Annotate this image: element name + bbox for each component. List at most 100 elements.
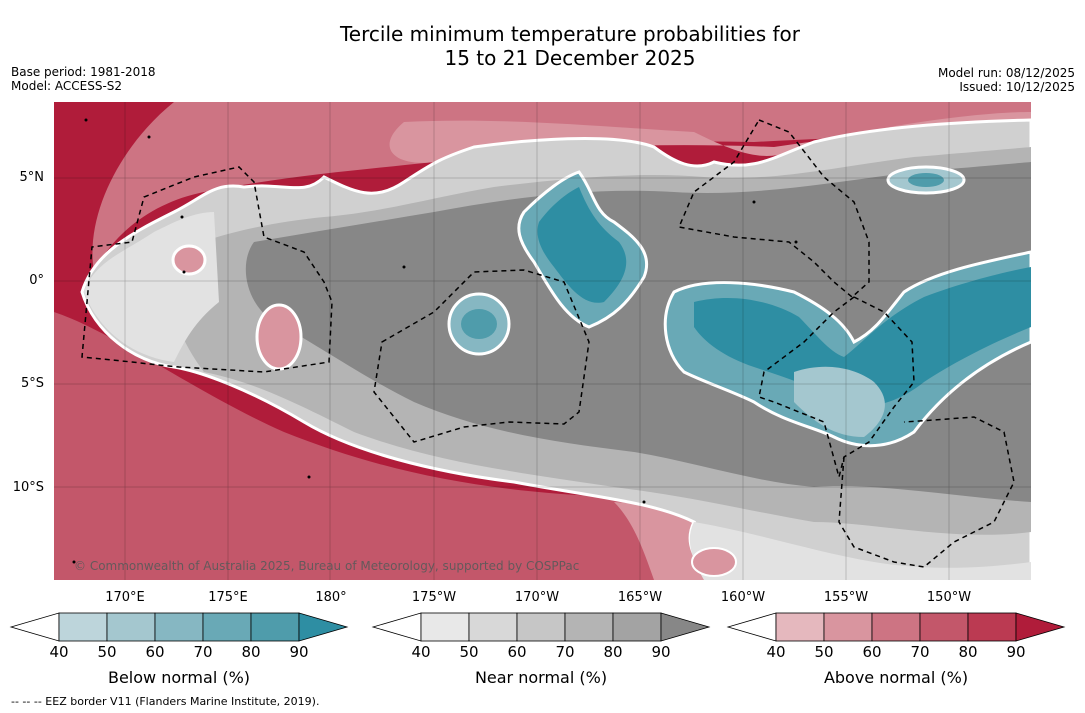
colorbar-segment — [468, 612, 518, 642]
below-normal-core-east — [694, 267, 1031, 406]
cb-above-tick: 40 — [766, 643, 786, 661]
above-normal-north-light — [389, 112, 1031, 163]
cb-near-tick: 80 — [603, 643, 623, 661]
colorbar-max-arrow — [298, 612, 349, 642]
cb-below-tick: 80 — [241, 643, 261, 661]
colorbar-segment — [612, 612, 662, 642]
colorbar-max-arrow — [1015, 612, 1066, 642]
cb-near-tick: 40 — [411, 643, 431, 661]
model-run: Model run: 08/12/2025 — [937, 66, 1075, 80]
eez-border-line-south — [758, 296, 915, 480]
base-period: Base period: 1981-2018 — [11, 65, 156, 79]
colorbar-segment — [106, 612, 156, 642]
cb-above-tick: 60 — [862, 643, 882, 661]
eez-border-line-north — [677, 119, 870, 298]
title-line-1: Tercile minimum temperature probabilitie… — [339, 22, 801, 46]
lon-label-180: 180° — [315, 590, 347, 605]
lon-label-150w: 150°W — [926, 590, 972, 605]
lon-label-170e: 170°E — [105, 590, 145, 605]
colorbar-segment — [775, 612, 825, 642]
below-normal-core-small — [461, 309, 497, 339]
colorbar-below-normal — [9, 612, 349, 642]
cb-below-tick: 60 — [145, 643, 165, 661]
island-dot — [182, 270, 186, 274]
colorbar-near-label: Near normal (%) — [474, 668, 608, 687]
chart-title: Tercile minimum temperature probabilitie… — [0, 22, 1085, 70]
colorbar-above-normal — [726, 612, 1066, 642]
title-line-2: 15 to 21 December 2025 — [444, 46, 696, 70]
colorbar-segment — [823, 612, 873, 642]
cb-below-tick: 50 — [97, 643, 117, 661]
colorbar-segment — [154, 612, 204, 642]
eez-legend-note: -- -- -- EEZ border V11 (Flanders Marine… — [11, 695, 320, 708]
island-dot — [307, 475, 311, 479]
island-dot — [752, 200, 756, 204]
colorbar-min-arrow — [9, 612, 60, 642]
cb-near-tick: 50 — [459, 643, 479, 661]
colorbars — [9, 612, 1066, 642]
cb-below-tick: 90 — [289, 643, 309, 661]
lon-label-175w: 175°W — [411, 590, 457, 605]
meta-left: Base period: 1981-2018 Model: ACCESS-S2 — [11, 65, 156, 93]
colorbar-segment — [564, 612, 614, 642]
lon-label-170w: 170°W — [514, 590, 560, 605]
island-dot — [794, 240, 798, 244]
colorbar-min-arrow — [371, 612, 422, 642]
colorbar-segment — [967, 612, 1017, 642]
island-dot — [642, 500, 646, 504]
near-normal-light-southeast — [689, 522, 1031, 580]
colorbar-above-label: Above normal (%) — [823, 668, 969, 687]
colorbar-segment — [58, 612, 108, 642]
lat-label-5s: 5°S — [20, 376, 44, 391]
eez-borders — [81, 119, 1015, 568]
issued-date: Issued: 10/12/2025 — [959, 80, 1075, 94]
graticule — [54, 102, 1031, 580]
island-dot — [84, 118, 88, 122]
islands — [72, 118, 798, 564]
lon-label-155w: 155°W — [823, 590, 869, 605]
lat-label-10s: 10°S — [12, 480, 44, 495]
lat-label-0: 0° — [29, 273, 44, 288]
cb-above-tick: 70 — [910, 643, 930, 661]
cb-below-tick: 40 — [49, 643, 69, 661]
colorbar-segment — [420, 612, 470, 642]
below-normal-northeast-core — [908, 173, 944, 187]
above-normal-60-band — [54, 312, 754, 580]
lat-label-5n: 5°N — [19, 170, 45, 185]
lon-label-160w: 160°W — [720, 590, 766, 605]
cb-near-tick: 70 — [555, 643, 575, 661]
below-normal-core-north — [537, 187, 627, 303]
colorbar-below-label: Below normal (%) — [107, 668, 251, 687]
cb-above-tick: 80 — [958, 643, 978, 661]
below-normal-east-light — [794, 366, 885, 437]
above-normal-pocket-south — [691, 547, 737, 577]
cb-near-tick: 60 — [507, 643, 527, 661]
colorbar-max-arrow — [660, 612, 711, 642]
lon-label-175e: 175°E — [208, 590, 248, 605]
above-normal-pocket-west — [171, 244, 207, 276]
cb-near-tick: 90 — [651, 643, 671, 661]
island-dot — [180, 215, 184, 219]
colorbar-segment — [919, 612, 969, 642]
lon-label-165w: 165°W — [617, 590, 663, 605]
eez-border-kiribati-gilbert — [81, 166, 333, 373]
eez-border-phoenix — [373, 269, 590, 443]
island-dot — [72, 560, 76, 564]
colorbar-near-normal — [371, 612, 711, 642]
meta-right: Model run: 08/12/2025 Issued: 10/12/2025 — [938, 66, 1075, 94]
eez-border-southeast — [838, 416, 1015, 568]
island-dot — [147, 135, 151, 139]
colorbar-min-arrow — [726, 612, 777, 642]
above-normal-pocket-center — [255, 303, 303, 371]
cb-below-tick: 70 — [193, 643, 213, 661]
probability-map: © Commonwealth of Australia 2025, Bureau… — [54, 102, 1031, 580]
island-dot — [402, 265, 406, 269]
colorbar-segment — [202, 612, 252, 642]
cb-above-tick: 90 — [1006, 643, 1026, 661]
colorbar-segment — [871, 612, 921, 642]
map-copyright: © Commonwealth of Australia 2025, Bureau… — [74, 559, 579, 573]
colorbar-segment — [516, 612, 566, 642]
model-name: Model: ACCESS-S2 — [11, 79, 123, 93]
above-normal-north-band — [92, 102, 1031, 272]
colorbar-segment — [250, 612, 300, 642]
